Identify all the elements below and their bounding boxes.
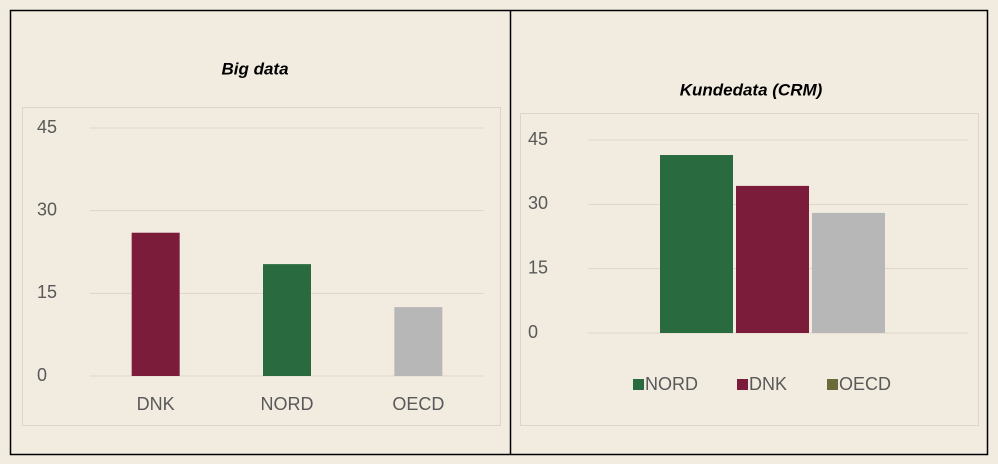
y-tick-label: 15 <box>528 257 548 277</box>
plot-frame <box>520 113 979 426</box>
chart-title: Big data <box>221 59 288 78</box>
x-tick-label: OECD <box>392 394 444 414</box>
y-tick-label: 45 <box>528 129 548 149</box>
legend-label: OECD <box>839 374 891 394</box>
y-tick-label: 0 <box>528 322 538 342</box>
legend-label: NORD <box>645 374 698 394</box>
y-tick-label: 30 <box>37 199 57 219</box>
bar <box>660 155 733 333</box>
y-tick-label: 15 <box>37 282 57 302</box>
y-tick-label: 45 <box>37 117 57 137</box>
bar <box>263 264 311 376</box>
y-tick-label: 0 <box>37 365 47 385</box>
plot-frame <box>22 107 501 426</box>
bar <box>736 185 809 333</box>
bar <box>812 212 885 333</box>
bar <box>394 307 443 376</box>
x-tick-label: NORD <box>261 394 314 414</box>
y-tick-label: 30 <box>528 193 548 213</box>
x-tick-label: DNK <box>137 394 175 414</box>
outer-frame <box>9 9 989 456</box>
chart-title: Kundedata (CRM) <box>680 80 823 99</box>
legend-label: DNK <box>749 374 787 394</box>
legend-swatch <box>737 379 748 390</box>
legend-swatch <box>827 379 838 390</box>
bar <box>131 232 180 376</box>
legend-swatch <box>633 379 644 390</box>
